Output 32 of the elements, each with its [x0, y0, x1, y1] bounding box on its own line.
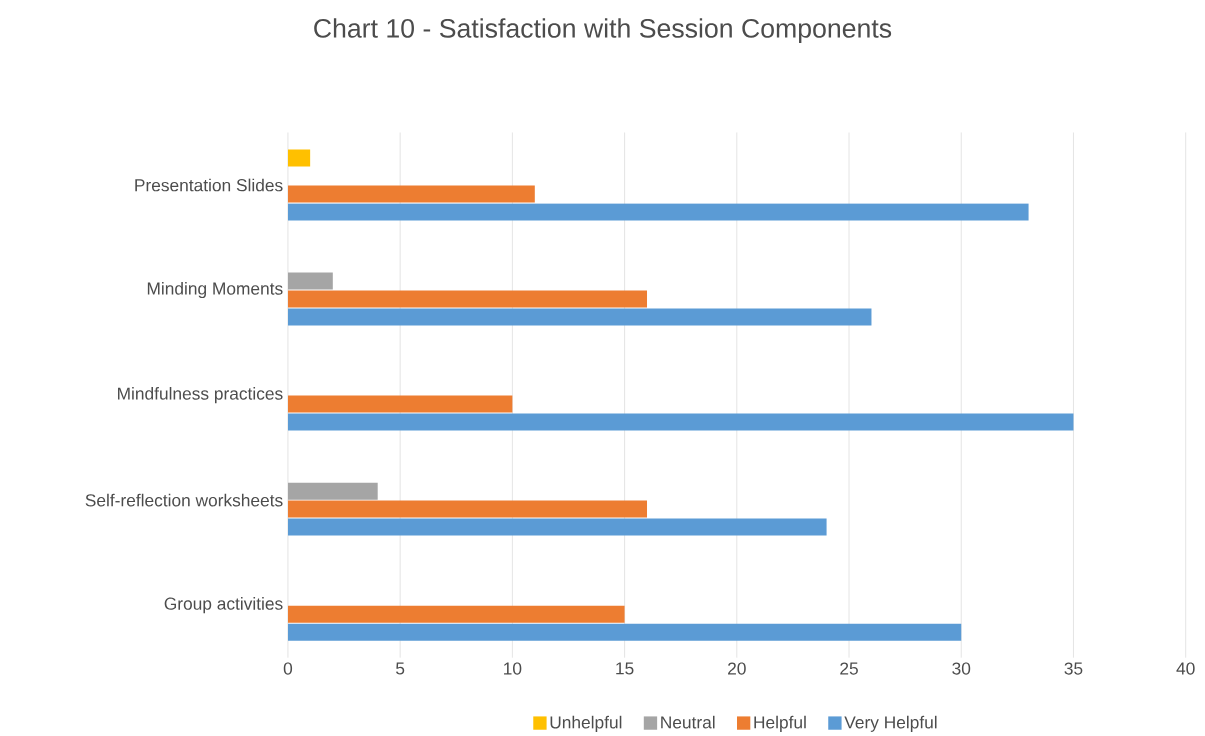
bar	[287, 272, 333, 290]
bar	[287, 413, 1074, 431]
y-tick-label: Self-reflection worksheets	[85, 493, 283, 507]
bar	[287, 308, 872, 326]
bar	[287, 500, 648, 518]
bar	[287, 395, 513, 413]
bar	[287, 623, 962, 641]
y-tick-label: Group activities	[164, 597, 283, 614]
x-tick-label: 10	[504, 662, 522, 675]
bar	[287, 290, 648, 308]
bar	[287, 518, 827, 536]
bar	[287, 185, 535, 203]
bar	[287, 203, 1029, 221]
legend-label: Very Helpful	[844, 715, 937, 733]
bar	[287, 482, 378, 500]
x-tick-label: 40	[1176, 662, 1195, 675]
y-tick-label: Minding Moments	[147, 282, 283, 299]
legend-label: Unhelpful	[550, 715, 622, 733]
x-tick-label: 15	[616, 662, 634, 675]
x-tick-label: 35	[1064, 662, 1083, 675]
x-tick-label: 5	[396, 662, 405, 675]
legend-label: Helpful	[754, 715, 806, 733]
bar	[287, 149, 311, 167]
x-tick-label: 0	[283, 662, 293, 675]
x-tick-label: 20	[728, 662, 746, 675]
bar	[287, 605, 625, 623]
chart-title: Chart 10 - Satisfaction with Session Components	[314, 18, 892, 44]
x-tick-label: 25	[840, 662, 858, 675]
x-tick-label: 30	[952, 662, 971, 675]
y-tick-label: Presentation Slides	[135, 178, 283, 192]
legend-label: Neutral	[661, 715, 715, 729]
y-tick-label: Mindfulness practices	[118, 387, 283, 404]
